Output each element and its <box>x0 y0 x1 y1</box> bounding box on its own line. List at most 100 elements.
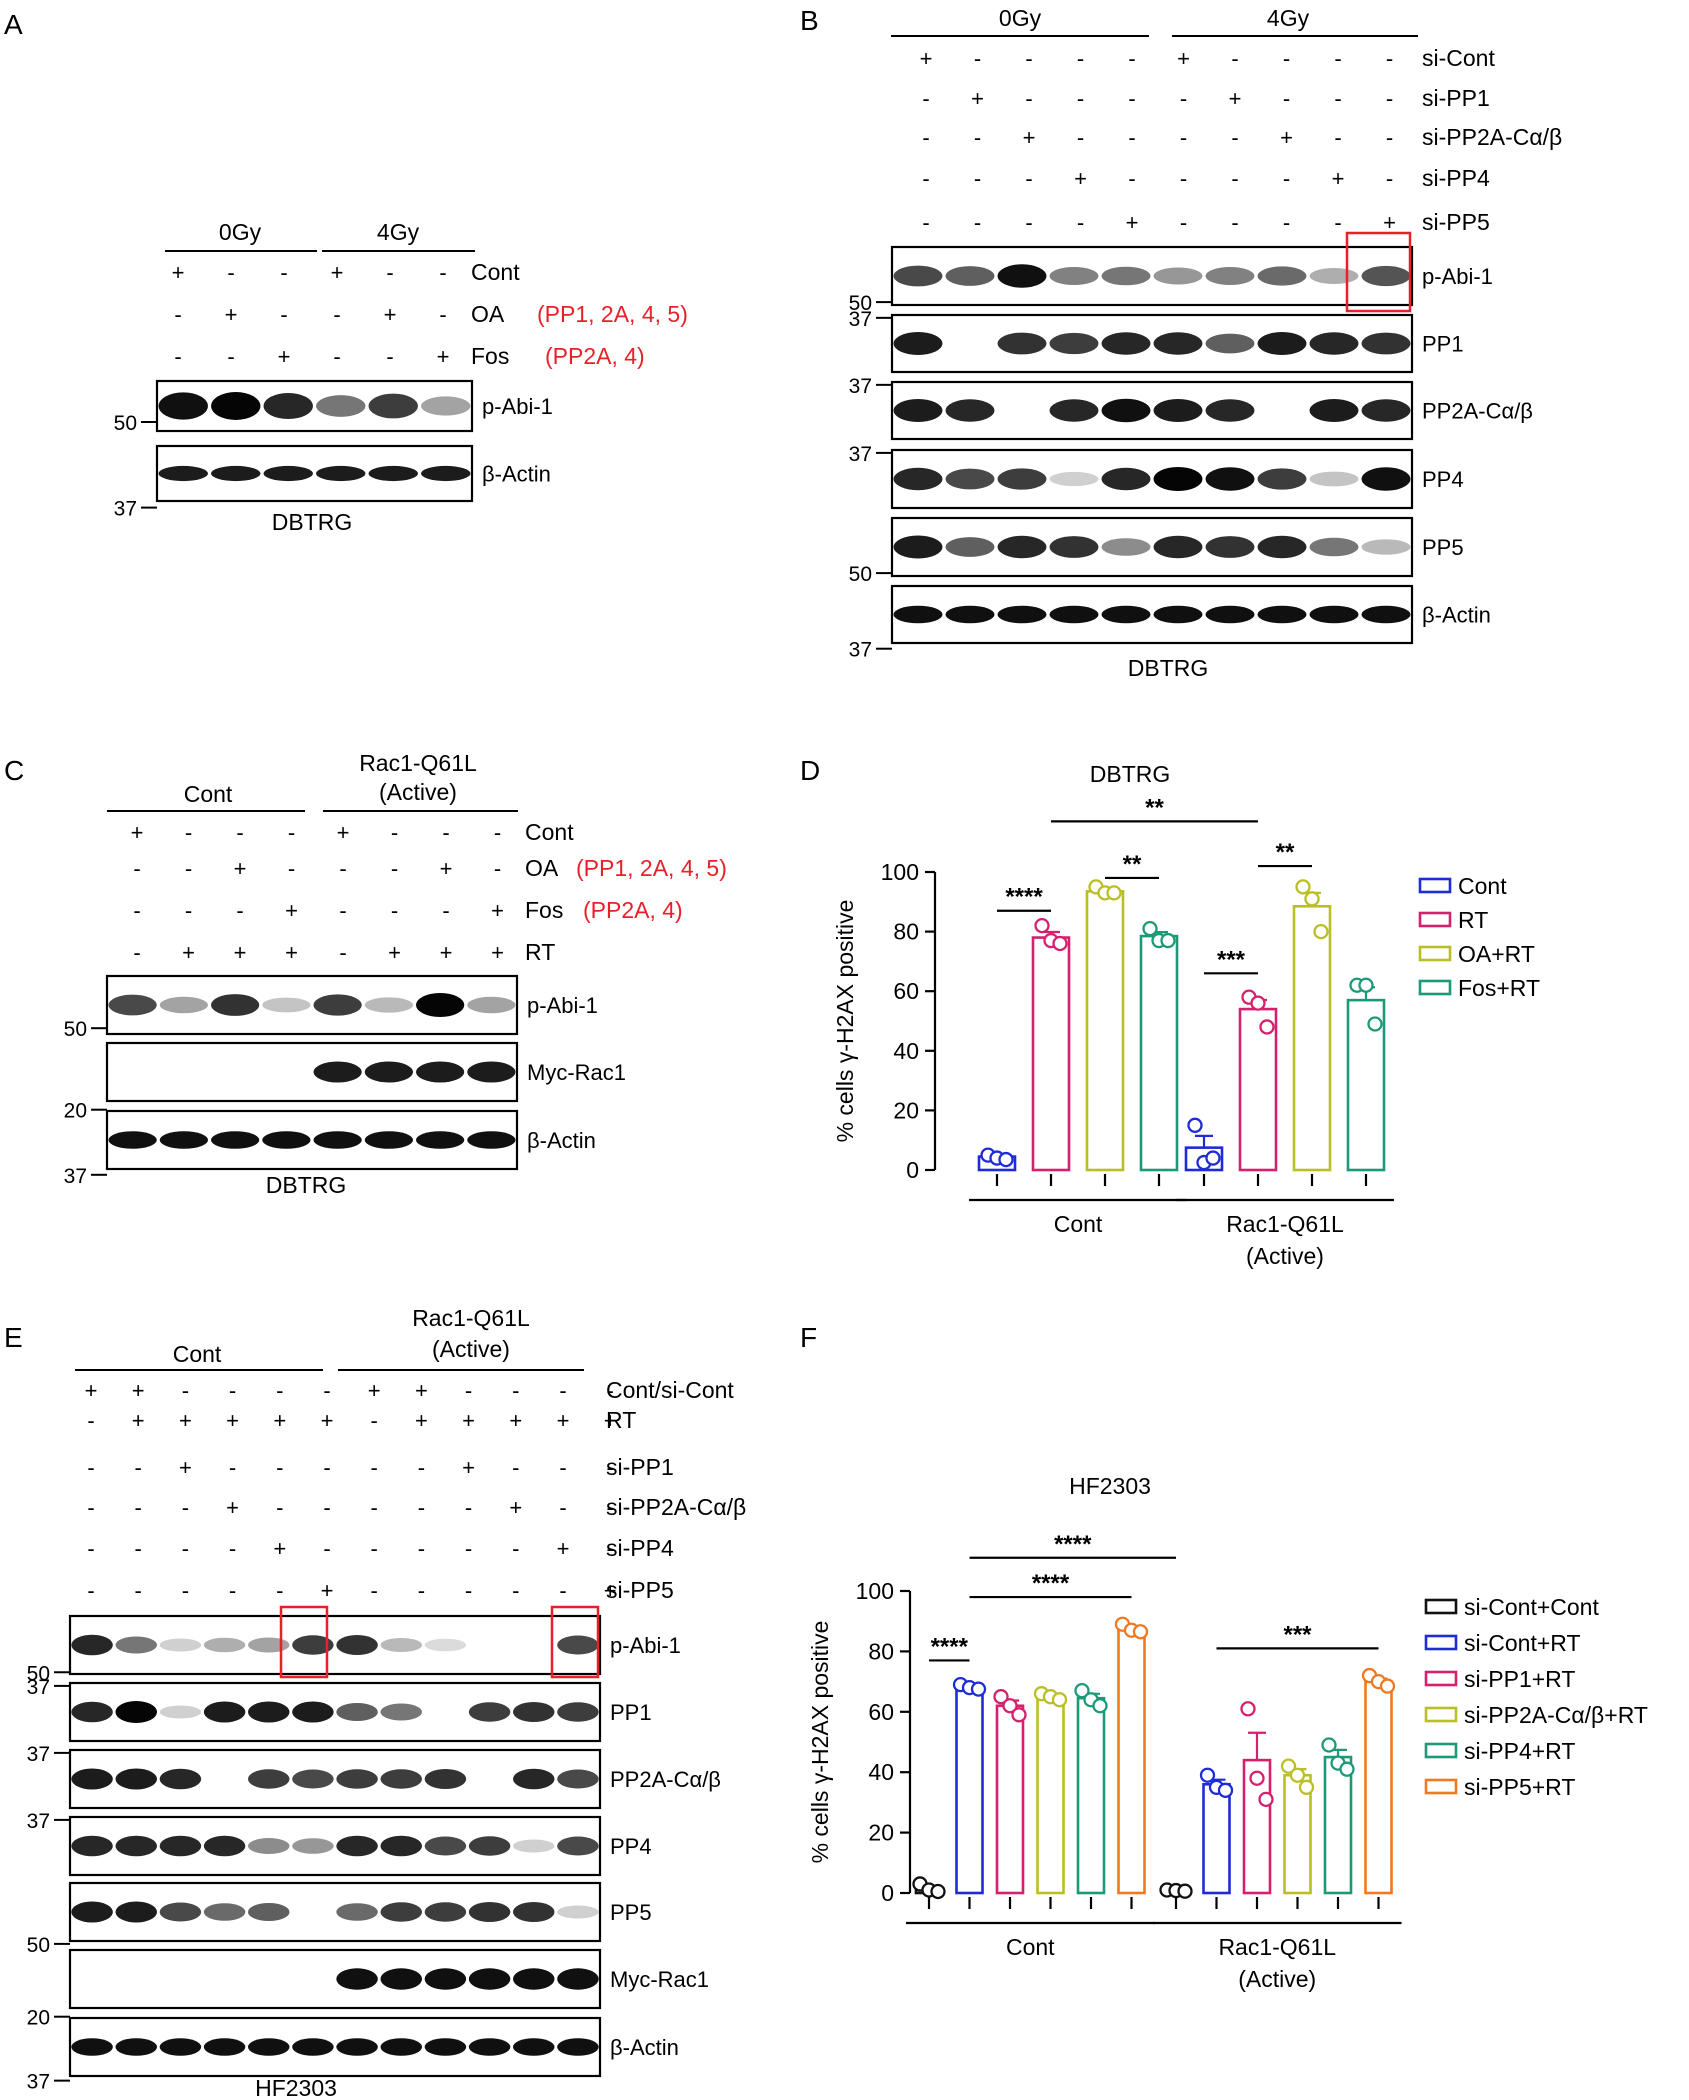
band <box>512 1839 555 1853</box>
legend-label: si-PP2A-Cα/β+RT <box>1464 1702 1648 1728</box>
band-lane-group <box>158 392 471 420</box>
treatment-sign: - <box>288 856 295 881</box>
band <box>557 1702 599 1722</box>
band <box>71 2038 113 2056</box>
highlight-box <box>1345 231 1412 313</box>
group-label: Rac1-Q61L <box>1226 1211 1344 1237</box>
band <box>292 1838 334 1854</box>
treatment-sign: - <box>133 898 140 923</box>
data-point <box>1304 891 1320 907</box>
treatment-sign: - <box>391 898 398 923</box>
treatment-sign: - <box>607 1536 614 1561</box>
treatment-sign: - <box>439 260 446 285</box>
band <box>247 1902 290 1922</box>
data-point <box>1280 1758 1297 1774</box>
data-point <box>1367 1016 1383 1032</box>
band <box>416 1061 465 1083</box>
treatment-sign: - <box>276 1455 283 1480</box>
row-label: Cont <box>471 259 520 285</box>
band <box>512 1968 555 1990</box>
band <box>512 1701 555 1723</box>
blot-panel <box>68 1748 602 1810</box>
treatment-sign: - <box>1334 46 1341 71</box>
treatment-sign: - <box>1386 125 1393 150</box>
treatment-sign: + <box>1126 210 1139 235</box>
legend-label: si-PP1+RT <box>1464 1666 1575 1692</box>
treatment-sign: + <box>1023 125 1036 150</box>
data-point <box>1132 1624 1149 1640</box>
blot-panel <box>68 1948 602 2010</box>
treatment-sign: - <box>494 856 501 881</box>
significance-mark: **** <box>1054 1531 1092 1558</box>
treatment-sign: - <box>465 1495 472 1520</box>
treatment-sign: - <box>185 898 192 923</box>
data-point <box>1002 1698 1018 1714</box>
legend-swatch <box>1424 1670 1458 1687</box>
blot-label: β-Actin <box>527 1128 596 1153</box>
data-point <box>1177 1883 1193 1899</box>
mw-marker: 37 <box>849 375 872 398</box>
band <box>159 1902 202 1922</box>
group-label: 4Gy <box>1267 5 1310 31</box>
band <box>1153 467 1203 491</box>
treatment-sign: - <box>323 1455 330 1480</box>
treatment-sign: + <box>132 1378 145 1403</box>
treatment-sign: + <box>1280 125 1293 150</box>
band <box>424 1902 467 1922</box>
treatment-sign: - <box>1180 125 1187 150</box>
band <box>203 1903 246 1921</box>
blot-label: PP5 <box>1422 535 1464 560</box>
band <box>159 1768 202 1790</box>
band <box>945 537 995 557</box>
treatment-sign: + <box>604 1578 617 1603</box>
mw-marker: 37 <box>849 443 872 466</box>
treatment-sign: - <box>607 1495 614 1520</box>
treatment-sign: - <box>182 1495 189 1520</box>
treatment-sign: - <box>512 1455 519 1480</box>
treatment-sign: + <box>1332 166 1345 191</box>
band-lane-group <box>893 332 1411 355</box>
band <box>203 1835 246 1857</box>
data-point <box>1199 1767 1216 1783</box>
treatment-sign: - <box>333 302 340 327</box>
treatment-sign: - <box>559 1455 566 1480</box>
treatment-sign: - <box>227 344 234 369</box>
data-point <box>993 1689 1009 1705</box>
band <box>424 2038 467 2056</box>
treatment-sign: - <box>442 898 449 923</box>
treatment-sign: - <box>465 1378 472 1403</box>
mw-marker: 37 <box>27 1743 50 1766</box>
treatment-sign: - <box>512 1536 519 1561</box>
bar-si-PP4+RT <box>1323 1755 1353 1895</box>
treatment-sign: - <box>87 1495 94 1520</box>
band <box>159 1705 202 1719</box>
band-lane-group <box>893 535 1411 559</box>
band <box>115 1901 158 1923</box>
y-tick-label: 80 <box>868 1638 894 1664</box>
band <box>1257 468 1307 490</box>
treatment-sign: - <box>1386 166 1393 191</box>
treatment-sign: - <box>371 1455 378 1480</box>
treatment-sign: - <box>1231 125 1238 150</box>
band <box>1361 539 1411 555</box>
row-label: RT <box>606 1407 636 1433</box>
treatment-sign: + <box>132 1408 145 1433</box>
treatment-sign: + <box>415 1408 428 1433</box>
band <box>211 465 261 482</box>
band <box>262 1131 311 1149</box>
treatment-sign: + <box>415 1378 428 1403</box>
treatment-sign: - <box>87 1578 94 1603</box>
treatment-sign: + <box>440 856 453 881</box>
treatment-sign: - <box>229 1578 236 1603</box>
mw-marker: 37 <box>27 2071 50 2094</box>
band <box>336 1835 378 1857</box>
bar-si-Cont+RT <box>1202 1782 1231 1895</box>
group-label: Cont <box>1054 1211 1103 1237</box>
band <box>247 1769 290 1789</box>
band <box>158 465 208 482</box>
mw-marker: 50 <box>849 563 872 586</box>
band <box>1257 266 1307 286</box>
band <box>1257 332 1307 355</box>
treatment-sign: - <box>974 125 981 150</box>
band <box>247 2038 290 2056</box>
